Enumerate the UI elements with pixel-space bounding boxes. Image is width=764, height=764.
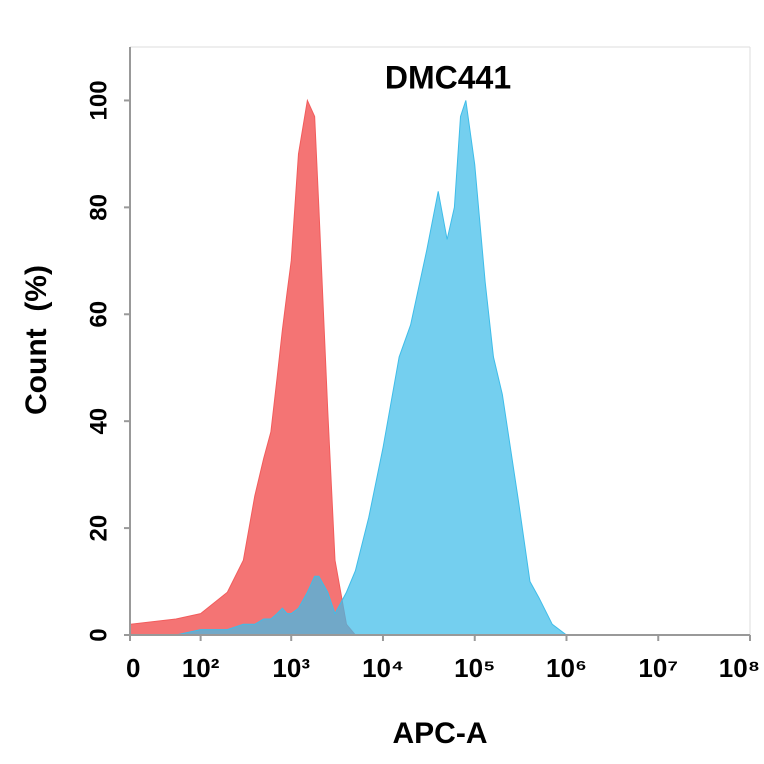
y-tick-label: 100 [85,80,112,120]
x-tick-label: 10⁶ [546,653,587,683]
chart-title: DMC441 [385,59,511,95]
x-tick-label: 10⁵ [454,653,495,683]
x-tick-label: 10³ [272,653,310,683]
x-axis-label: APC-A [393,717,488,750]
y-tick-label: 20 [85,515,112,542]
y-tick-label: 0 [85,628,112,641]
x-tick-label: 10⁸ [719,653,760,683]
x-tick-label: 10⁴ [362,653,404,683]
x-tick-label: 10⁷ [638,653,678,683]
y-tick-label: 40 [85,408,112,435]
area [130,100,750,636]
y-axis-label: Count (%) [20,265,53,415]
x-tick-label: 0 [126,653,140,683]
x-tick-label: 10² [182,653,220,683]
y-tick-label: 80 [85,194,112,221]
y-tick-label: 60 [85,301,112,328]
